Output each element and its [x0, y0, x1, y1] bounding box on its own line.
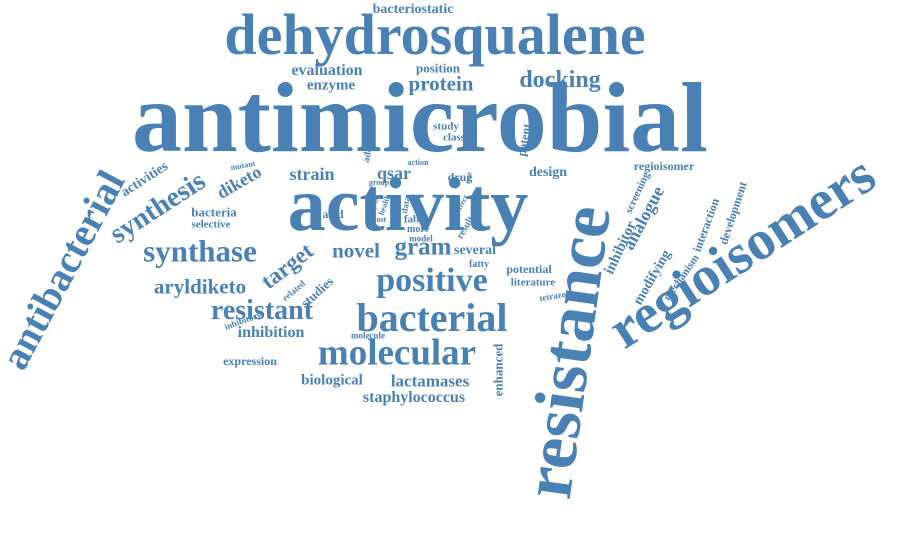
word-protein: protein [408, 71, 474, 96]
word-inhibition: inhibition [237, 324, 305, 341]
word-activity: activity [287, 163, 529, 247]
word-antimicrobial: antimicrobial [132, 62, 708, 173]
word-enhanced: enhanced [490, 343, 506, 397]
word-design: design [528, 165, 568, 180]
word-bacterial: bacterial [356, 295, 508, 340]
word-model: model [409, 233, 433, 244]
word-fatty: fatty [469, 259, 489, 270]
word-expression: expression [223, 354, 277, 368]
word-regioisomer: regioisomer [633, 159, 695, 173]
word-novel: novel [332, 238, 380, 263]
word-potential: potential [506, 262, 552, 276]
word-action: action [407, 158, 429, 167]
word-resistance: resistance [508, 200, 627, 503]
word-bacteria: bacteria [191, 204, 237, 220]
word-group: group [368, 178, 390, 187]
word-enzyme: enzyme [306, 77, 356, 94]
word-several: several [454, 243, 496, 258]
word-synthase: synthase [143, 233, 257, 269]
word-study: study [433, 120, 459, 133]
word-gram: gram [394, 233, 452, 261]
word-docking: docking [519, 67, 601, 93]
word-resistant: resistant [210, 295, 314, 326]
word-aryldiketo: aryldiketo [153, 274, 247, 299]
word-studies: studies [297, 273, 337, 311]
word-evaluation: evaluation [291, 62, 363, 79]
word-class: class [443, 131, 465, 144]
word-literature: literature [510, 276, 556, 289]
word-positive: positive [376, 262, 488, 299]
word-staphylococcus: staphylococcus [362, 389, 466, 406]
word-antibacterial: antibacterial [0, 163, 134, 377]
word-more: more [406, 224, 430, 235]
word-dehydrosqualene: dehydrosqualene [224, 2, 646, 67]
word-most: most [369, 215, 387, 224]
word-molecule: molecule [351, 330, 385, 341]
word-strain: strain [289, 164, 335, 184]
word-biological: biological [301, 372, 363, 389]
word-acid: acid [322, 207, 344, 221]
word-molecular: molecular [317, 332, 477, 374]
word-position: position [415, 60, 461, 76]
word-drug: drug [447, 170, 473, 184]
word-qsar: qsar [376, 163, 412, 183]
word-selective: selective [191, 218, 231, 231]
word-lactamases: lactamases [390, 371, 470, 391]
word-bacteriostatic: bacteriostatic [372, 2, 454, 17]
word-fabi: fabi [403, 213, 423, 226]
